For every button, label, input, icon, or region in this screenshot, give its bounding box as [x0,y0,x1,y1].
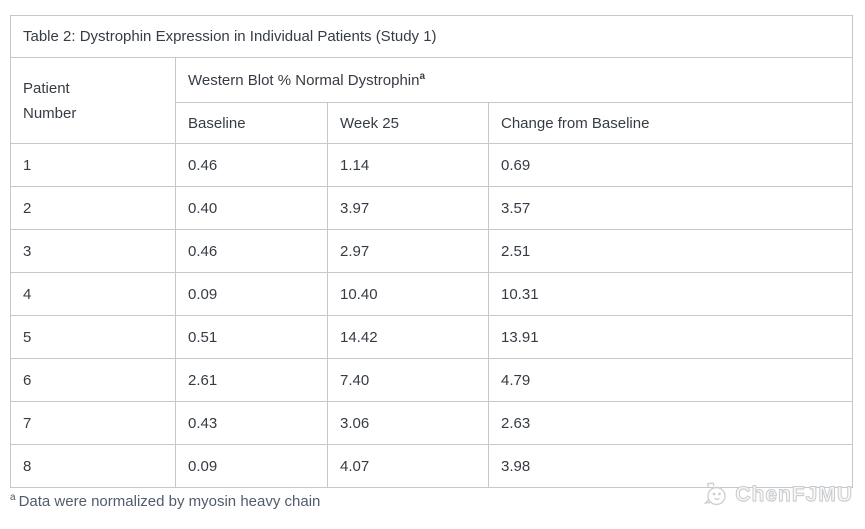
baseline-cell: 0.43 [175,401,328,445]
change-cell: 3.98 [488,444,853,488]
patient-number-cell: 8 [10,444,176,488]
baseline-cell: 0.51 [175,315,328,359]
change-cell: 2.51 [488,229,853,273]
patient-header-line2: Number [23,104,77,122]
group-header-superscript: a [419,71,426,82]
table-row: 3 0.46 2.97 2.51 [10,229,853,273]
week25-cell: 7.40 [327,358,489,402]
patient-number-cell: 4 [10,272,176,316]
change-cell: 10.31 [488,272,853,316]
patient-number-cell: 5 [10,315,176,359]
patient-number-cell: 2 [10,186,176,230]
week25-cell: 14.42 [327,315,489,359]
table-row: 2 0.40 3.97 3.57 [10,186,853,230]
patient-number-cell: 7 [10,401,176,445]
table-row: 5 0.51 14.42 13.91 [10,315,853,359]
footnote: a Data were normalized by myosin heavy ch… [10,492,320,510]
week25-cell: 3.06 [327,401,489,445]
group-header-text: Western Blot % Normal Dystrophin [188,72,420,89]
footnote-superscript: a [10,492,16,503]
change-cell: 13.91 [488,315,853,359]
change-cell: 4.79 [488,358,853,402]
table-title-row: Table 2: Dystrophin Expression in Indivi… [10,15,853,58]
table-title: Table 2: Dystrophin Expression in Indivi… [10,15,853,58]
patient-header-line1: Patient [23,79,70,97]
baseline-cell: 2.61 [175,358,328,402]
col-header-change-from-baseline: Change from Baseline [488,102,853,144]
patient-number-cell: 6 [10,358,176,402]
week25-cell: 1.14 [327,143,489,187]
patient-number-cell: 1 [10,143,176,187]
week25-cell: 10.40 [327,272,489,316]
change-cell: 3.57 [488,186,853,230]
group-header-row: Patient Number Western Blot % Normal Dys… [10,57,853,144]
sub-header-row: Baseline Week 25 Change from Baseline [11,102,853,144]
col-group-header-western-blot: Western Blot % Normal Dystrophina [175,57,853,103]
table-row: 1 0.46 1.14 0.69 [10,143,853,187]
week25-cell: 2.97 [327,229,489,273]
table-row: 7 0.43 3.06 2.63 [10,401,853,445]
table-row: 6 2.61 7.40 4.79 [10,358,853,402]
col-header-patient-number: Patient Number [10,57,176,144]
baseline-cell: 0.46 [175,143,328,187]
col-header-week25: Week 25 [327,102,489,144]
table-row: 8 0.09 4.07 3.98 [10,444,853,488]
col-header-baseline: Baseline [175,102,328,144]
week25-cell: 4.07 [327,444,489,488]
patient-number-cell: 3 [10,229,176,273]
baseline-cell: 0.09 [175,444,328,488]
footnote-text: Data were normalized by myosin heavy cha… [18,493,321,510]
baseline-cell: 0.46 [175,229,328,273]
baseline-cell: 0.09 [175,272,328,316]
change-cell: 2.63 [488,401,853,445]
baseline-cell: 0.40 [175,186,328,230]
table-row: 4 0.09 10.40 10.31 [10,272,853,316]
week25-cell: 3.97 [327,186,489,230]
change-cell: 0.69 [488,143,853,187]
dystrophin-expression-table: Table 2: Dystrophin Expression in Indivi… [10,15,853,488]
